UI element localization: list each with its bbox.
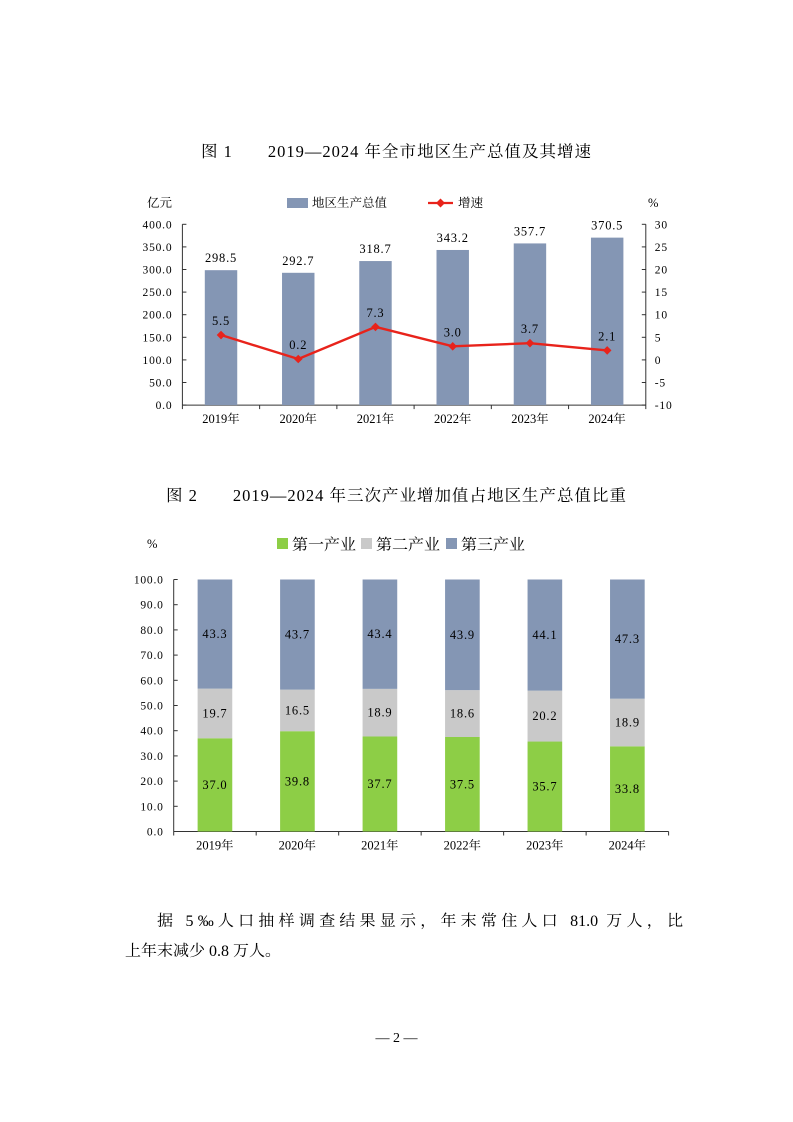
svg-text:100.0: 100.0 (134, 575, 164, 587)
svg-text:5.5: 5.5 (212, 314, 230, 328)
svg-text:43.7: 43.7 (285, 628, 310, 642)
svg-text:19.7: 19.7 (202, 706, 227, 720)
svg-text:3.7: 3.7 (521, 322, 539, 336)
svg-text:第二产业: 第二产业 (376, 536, 440, 554)
svg-text:20: 20 (655, 265, 668, 277)
svg-text:16.5: 16.5 (285, 703, 310, 717)
svg-text:2022年: 2022年 (444, 839, 482, 853)
svg-text:20.0: 20.0 (140, 776, 163, 788)
svg-text:300.0: 300.0 (143, 265, 173, 277)
svg-text:18.9: 18.9 (615, 716, 640, 730)
svg-text:15: 15 (655, 287, 668, 299)
svg-text:350.0: 350.0 (143, 242, 173, 254)
svg-text:增速: 增速 (458, 196, 484, 210)
svg-text:亿元: 亿元 (147, 196, 173, 210)
svg-text:地区生产总值: 地区生产总值 (312, 196, 388, 210)
svg-text:80.0: 80.0 (140, 625, 163, 637)
svg-text:2021年: 2021年 (361, 839, 399, 853)
svg-text:2019年: 2019年 (202, 412, 240, 426)
svg-text:7.3: 7.3 (366, 306, 384, 320)
svg-text:70.0: 70.0 (140, 650, 163, 662)
svg-text:20.2: 20.2 (532, 709, 557, 723)
svg-text:43.3: 43.3 (202, 627, 227, 641)
svg-text:2.1: 2.1 (598, 329, 616, 343)
svg-text:200.0: 200.0 (143, 310, 173, 322)
svg-text:50.0: 50.0 (140, 701, 163, 713)
svg-text:2022年: 2022年 (434, 412, 472, 426)
svg-text:%: % (648, 196, 658, 210)
svg-text:30: 30 (655, 219, 668, 231)
svg-text:第三产业: 第三产业 (461, 536, 525, 554)
svg-text:0.0: 0.0 (147, 827, 164, 839)
svg-text:37.5: 37.5 (450, 777, 475, 791)
svg-text:50.0: 50.0 (149, 378, 172, 390)
svg-text:343.2: 343.2 (437, 231, 469, 245)
svg-text:30.0: 30.0 (140, 751, 163, 763)
svg-text:5: 5 (655, 332, 662, 344)
svg-text:-5: -5 (655, 378, 666, 390)
svg-text:10.0: 10.0 (140, 801, 163, 813)
svg-text:37.7: 37.7 (367, 777, 392, 791)
svg-text:10: 10 (655, 310, 668, 322)
svg-text:2023年: 2023年 (511, 412, 549, 426)
svg-text:250.0: 250.0 (143, 287, 173, 299)
svg-text:3.0: 3.0 (444, 325, 462, 339)
svg-text:第一产业: 第一产业 (292, 536, 356, 554)
svg-text:2023年: 2023年 (526, 839, 564, 853)
svg-text:0.0: 0.0 (156, 400, 173, 412)
svg-text:18.6: 18.6 (450, 707, 475, 721)
svg-text:47.3: 47.3 (615, 632, 640, 646)
svg-text:90.0: 90.0 (140, 600, 163, 612)
svg-text:35.7: 35.7 (532, 780, 557, 794)
svg-text:400.0: 400.0 (143, 219, 173, 231)
svg-text:40.0: 40.0 (140, 726, 163, 738)
svg-text:2024年: 2024年 (609, 839, 647, 853)
svg-text:100.0: 100.0 (143, 355, 173, 367)
svg-text:292.7: 292.7 (282, 254, 314, 268)
svg-text:370.5: 370.5 (591, 219, 623, 233)
svg-text:318.7: 318.7 (359, 242, 391, 256)
svg-text:25: 25 (655, 242, 668, 254)
svg-text:43.9: 43.9 (450, 628, 475, 642)
svg-text:298.5: 298.5 (205, 251, 237, 265)
svg-text:%: % (147, 537, 157, 551)
svg-text:2020年: 2020年 (279, 839, 317, 853)
svg-text:18.9: 18.9 (367, 706, 392, 720)
svg-text:2019年: 2019年 (196, 839, 234, 853)
svg-text:2021年: 2021年 (357, 412, 395, 426)
svg-text:2020年: 2020年 (279, 412, 317, 426)
svg-text:39.8: 39.8 (285, 774, 310, 788)
svg-text:60.0: 60.0 (140, 675, 163, 687)
svg-text:37.0: 37.0 (202, 778, 227, 792)
svg-text:0.2: 0.2 (289, 338, 307, 352)
svg-text:2024年: 2024年 (588, 412, 626, 426)
svg-text:0: 0 (655, 355, 662, 367)
svg-text:357.7: 357.7 (514, 224, 546, 238)
svg-text:33.8: 33.8 (615, 782, 640, 796)
svg-text:44.1: 44.1 (532, 628, 557, 642)
svg-text:43.4: 43.4 (367, 627, 392, 641)
svg-text:150.0: 150.0 (143, 332, 173, 344)
svg-text:-10: -10 (655, 400, 673, 412)
